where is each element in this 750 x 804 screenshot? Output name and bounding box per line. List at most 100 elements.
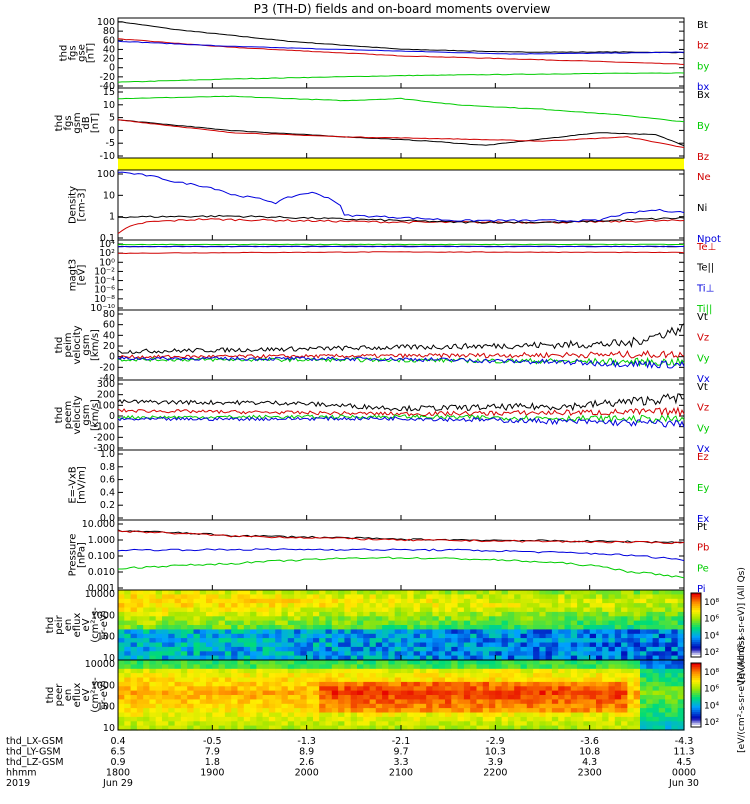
heatmap-cell	[268, 642, 276, 648]
heatmap-cell	[640, 699, 647, 705]
heatmap-cell	[482, 699, 490, 705]
heatmap-cell	[174, 629, 182, 635]
heatmap-cell	[130, 686, 138, 692]
heatmap-cell	[325, 625, 333, 630]
heatmap-cell	[306, 708, 314, 714]
heatmap-cell	[275, 708, 283, 714]
heatmap-cell	[382, 603, 389, 609]
colorbar-segment	[691, 607, 701, 611]
heatmap-cell	[338, 590, 345, 595]
heatmap-cell	[476, 620, 484, 626]
heatmap-cell	[162, 633, 169, 639]
heatmap-cell	[457, 712, 465, 718]
colorbar-tick-label: 10²	[704, 718, 719, 728]
heatmap-cell	[331, 725, 339, 731]
heatmap-cell	[306, 699, 314, 705]
heatmap-cell	[344, 603, 352, 609]
heatmap-cell	[476, 638, 484, 644]
heatmap-cell	[237, 646, 245, 652]
legend-Vz: Vz	[697, 403, 709, 414]
heatmap-cell	[124, 603, 132, 609]
heatmap-cell	[130, 695, 138, 700]
heatmap-cell	[652, 625, 660, 630]
y-axis-label: thdfgsgse[nT]	[59, 43, 97, 63]
heatmap-cell	[495, 607, 503, 613]
heatmap-cell	[589, 712, 597, 718]
heatmap-cell	[218, 611, 226, 617]
heatmap-cell	[250, 629, 257, 635]
heatmap-cell	[602, 686, 610, 692]
heatmap-cell	[413, 699, 421, 705]
heatmap-cell	[237, 664, 245, 670]
heatmap-cell	[407, 607, 415, 613]
heatmap-cell	[621, 607, 628, 613]
heatmap-cell	[413, 651, 421, 657]
heatmap-cell	[470, 686, 478, 692]
heatmap-cell	[602, 629, 610, 635]
heatmap-cell	[564, 607, 572, 613]
heatmap-cell	[350, 721, 358, 727]
y-tick-label: 10²	[99, 248, 115, 259]
heatmap-cell	[432, 607, 440, 613]
heatmap-cell	[520, 677, 528, 683]
heatmap-cell	[432, 681, 440, 687]
heatmap-cell	[382, 712, 389, 718]
heatmap-cell	[463, 651, 471, 657]
heatmap-cell	[665, 664, 672, 670]
heatmap-cell	[325, 708, 333, 714]
heatmap-cell	[608, 633, 616, 639]
heatmap-cell	[218, 664, 226, 670]
colorbar-segment	[691, 684, 701, 687]
heatmap-cell	[218, 642, 226, 648]
heatmap-cell	[250, 633, 257, 639]
heatmap-cell	[583, 642, 591, 648]
heatmap-cell	[143, 668, 151, 674]
heatmap-cell	[476, 703, 484, 709]
heatmap-cell	[300, 686, 308, 692]
heatmap-cell	[501, 712, 509, 718]
heatmap-cell	[218, 616, 226, 622]
heatmap-cell	[438, 708, 446, 714]
heatmap-cell	[331, 712, 339, 718]
heatmap-cell	[476, 677, 484, 683]
heatmap-cell	[306, 655, 314, 661]
heatmap-cell	[633, 681, 641, 687]
heatmap-cell	[507, 633, 515, 639]
heatmap-cell	[627, 620, 635, 626]
heatmap-cell	[224, 651, 232, 657]
heatmap-cell	[193, 638, 201, 644]
heatmap-cell	[445, 651, 452, 657]
y-tick-label: 0.6	[100, 475, 115, 486]
heatmap-cell	[596, 598, 603, 604]
heatmap-cell	[652, 620, 660, 626]
y-axis-label-line: thd	[54, 115, 65, 132]
heatmap-cell	[136, 633, 144, 639]
heatmap-cell	[445, 598, 452, 604]
heatmap-cell	[231, 633, 239, 639]
heatmap-cell	[621, 725, 628, 731]
heatmap-cell	[206, 695, 213, 700]
heatmap-cell	[363, 681, 371, 687]
heatmap-cell	[413, 638, 421, 644]
heatmap-cell	[344, 721, 352, 727]
heatmap-cell	[614, 699, 622, 705]
heatmap-cell	[401, 716, 408, 722]
heatmap-cell	[526, 664, 534, 670]
heatmap-cell	[564, 725, 572, 731]
heatmap-cell	[495, 668, 503, 674]
heatmap-cell	[602, 708, 610, 714]
heatmap-cell	[426, 681, 434, 687]
heatmap-cell	[495, 681, 503, 687]
colorbar-segment	[691, 597, 701, 600]
heatmap-cell	[495, 620, 503, 626]
heatmap-cell	[212, 716, 220, 722]
heatmap-cell	[275, 616, 283, 622]
colorbar-segment	[691, 610, 701, 613]
heatmap-cell	[338, 686, 345, 692]
heatmap-cell	[533, 607, 540, 613]
series-line-Vt	[117, 323, 685, 354]
heatmap-cell	[596, 716, 603, 722]
heatmap-cell	[476, 616, 484, 622]
heatmap-cell	[262, 598, 270, 604]
y-tick-label: 80	[103, 26, 115, 37]
